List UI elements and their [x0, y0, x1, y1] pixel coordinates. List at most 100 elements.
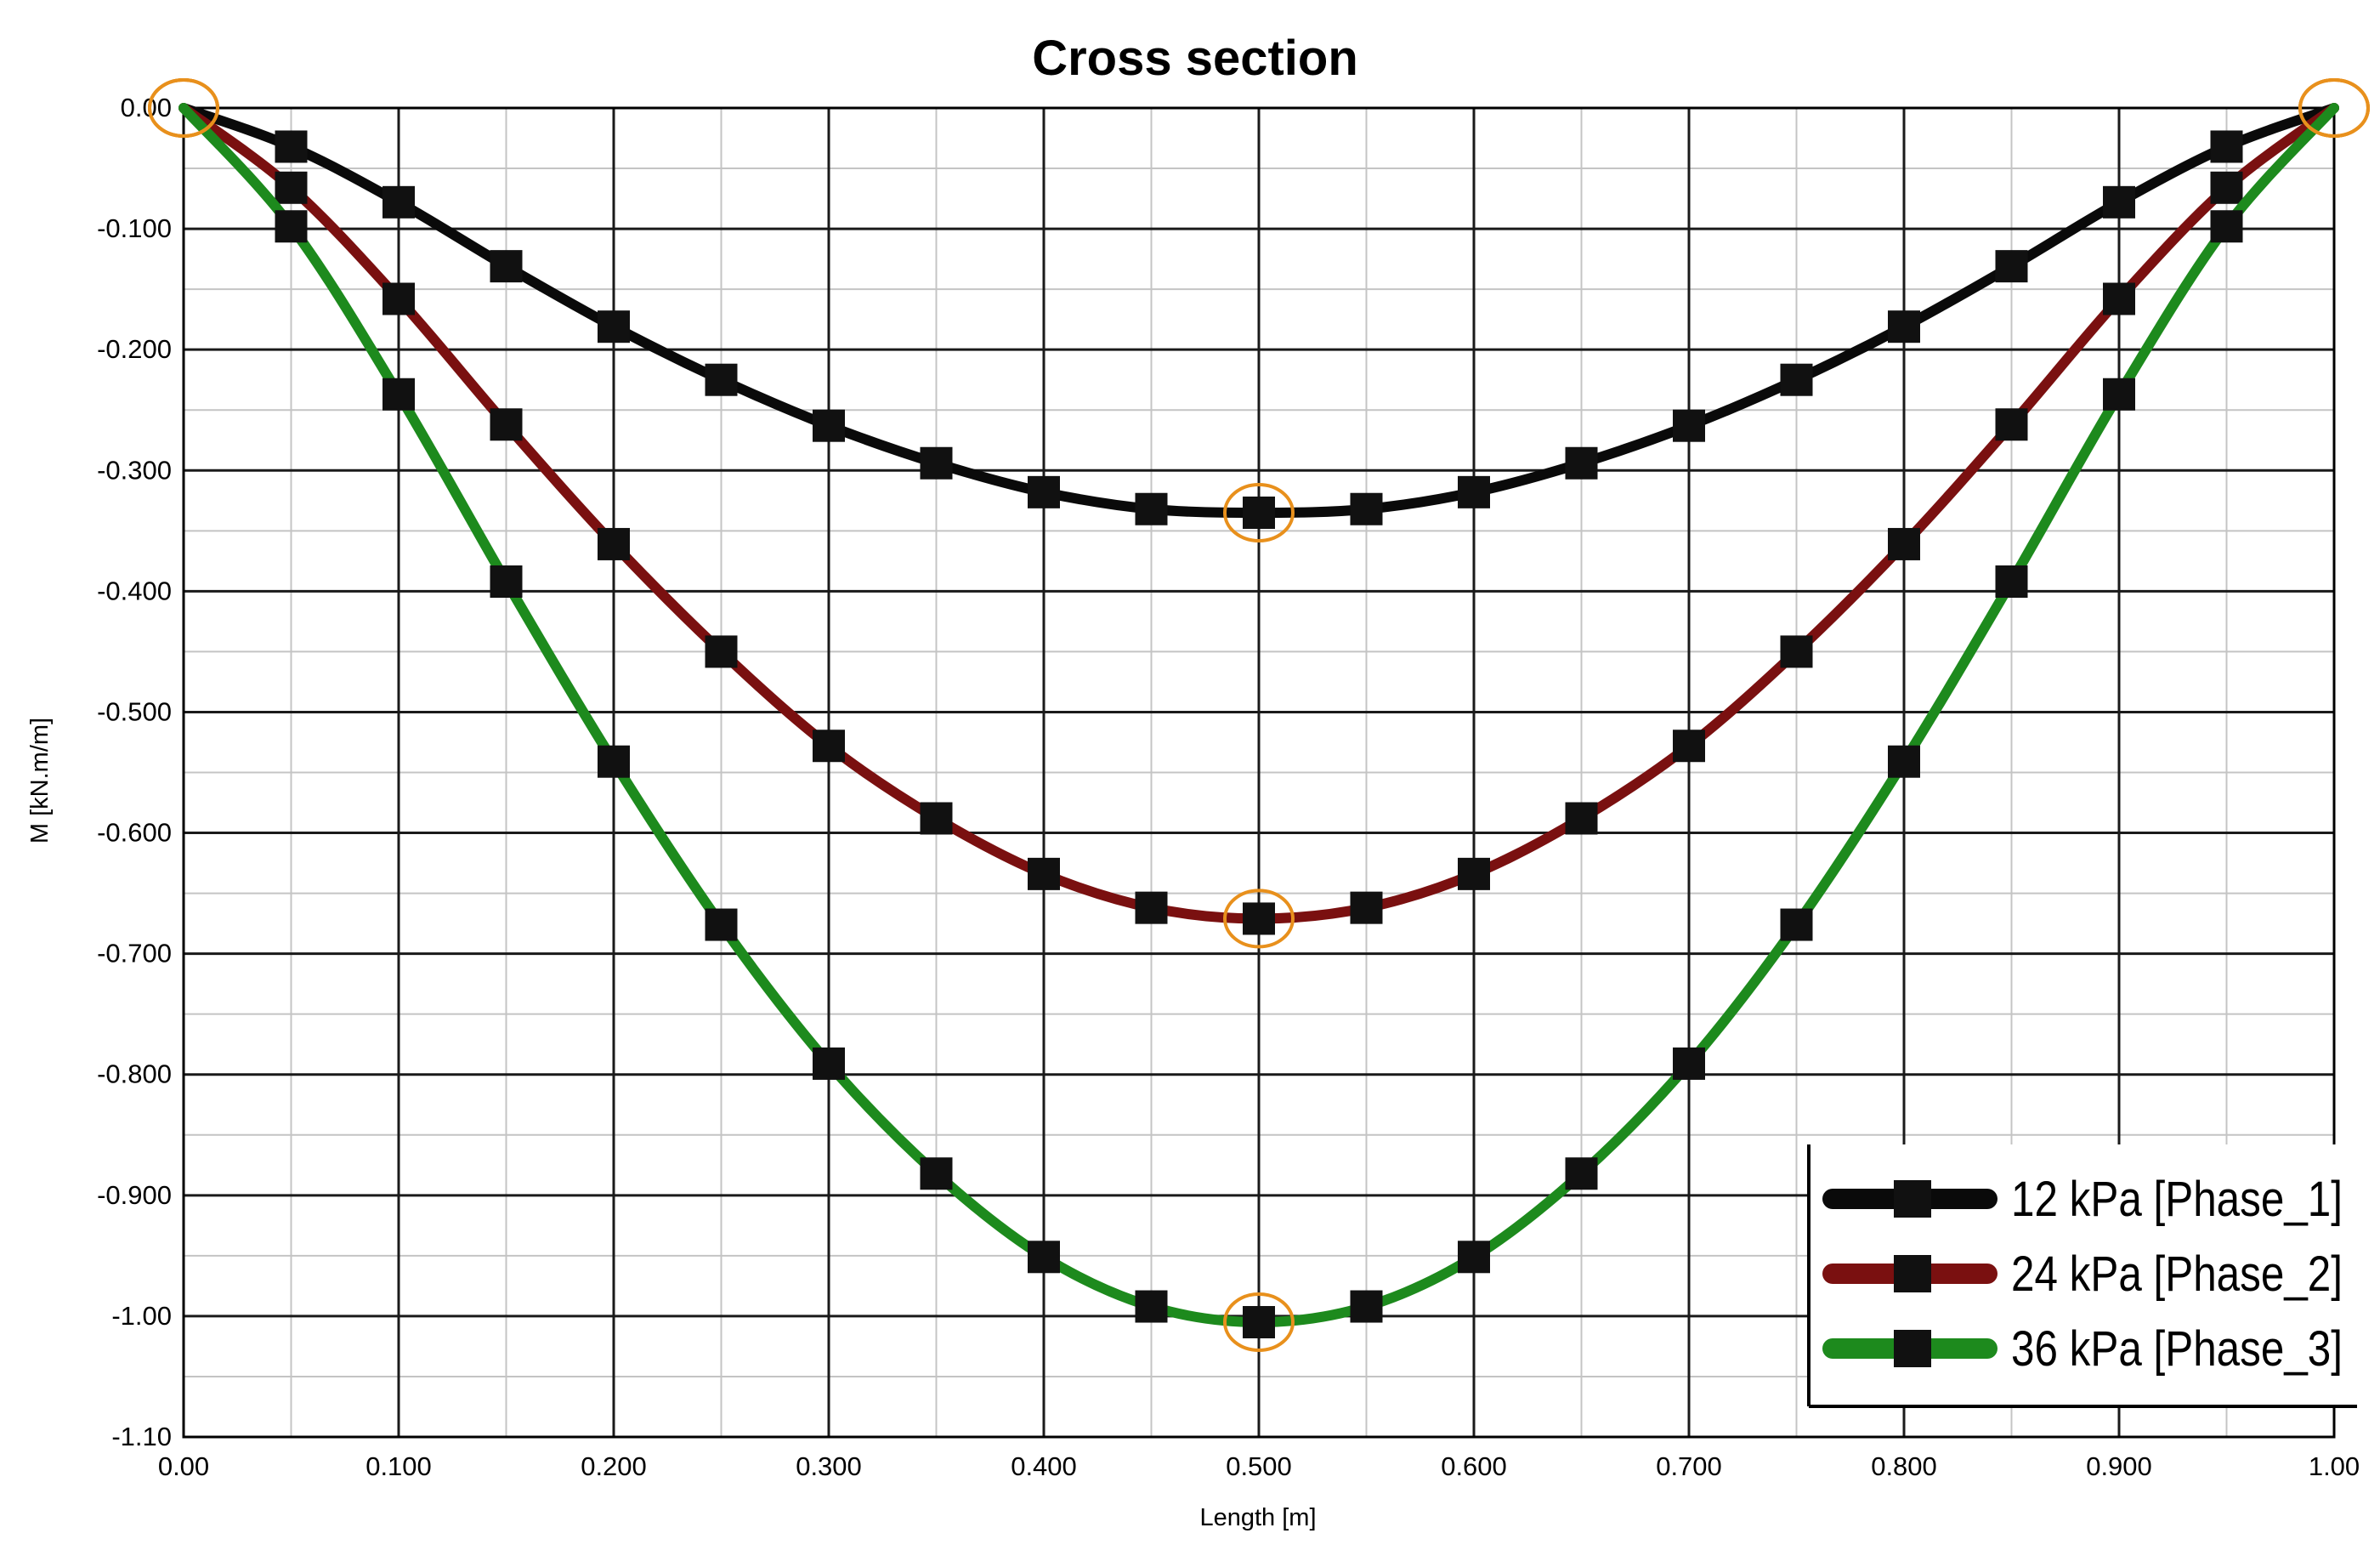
- data-point-marker: [1888, 527, 1920, 560]
- data-point-marker: [1350, 891, 1383, 924]
- data-point-marker: [705, 635, 738, 668]
- legend-swatch-marker: [1894, 1330, 1931, 1367]
- data-point-marker: [920, 802, 953, 835]
- data-point-marker: [920, 446, 953, 480]
- axis-ticks: 0.00 0.100 0.200 0.300 0.400 0.500 0.600 0.700 0…: [97, 93, 2360, 1481]
- x-tick-label: 1.00: [2309, 1451, 2360, 1481]
- data-point-marker: [1458, 1241, 1490, 1274]
- data-point-marker: [1780, 908, 1813, 941]
- series-1: [178, 103, 2339, 530]
- data-point-marker: [1135, 1290, 1168, 1323]
- x-tick-label: 0.700: [1656, 1451, 1722, 1481]
- highlight-ring: [1223, 1292, 1295, 1353]
- y-tick-label: 0.00: [121, 93, 172, 122]
- data-point-marker: [920, 1157, 953, 1190]
- data-point-marker: [1458, 857, 1490, 890]
- highlight-ring: [1223, 889, 1295, 949]
- data-point-marker: [2210, 210, 2243, 243]
- y-tick-label: -0.500: [97, 696, 172, 726]
- data-point-marker: [1458, 475, 1490, 508]
- x-tick-label: 0.00: [158, 1451, 209, 1481]
- y-tick-label: -1.00: [111, 1301, 172, 1331]
- data-point-marker: [1780, 635, 1813, 668]
- data-point-marker: [490, 408, 523, 441]
- series-layer: [178, 103, 2339, 1339]
- legend-item: 24 kPa [Phase_2]: [1822, 1247, 2343, 1302]
- data-point-marker: [1135, 891, 1168, 924]
- data-point-marker: [1565, 802, 1598, 835]
- data-point-marker: [2103, 185, 2135, 219]
- legend: 12 kPa [Phase_1] 24 kPa [Phase_2] 36 kPa […: [1807, 1144, 2357, 1408]
- data-point-marker: [1888, 310, 1920, 344]
- y-tick-label: -0.600: [97, 818, 172, 848]
- plot-frame: [182, 106, 2336, 1439]
- series-3: [178, 103, 2339, 1339]
- legend-item: 36 kPa [Phase_3]: [1822, 1321, 2343, 1377]
- data-point-marker: [598, 745, 630, 778]
- data-point-marker: [1995, 565, 2028, 598]
- legend-label: 36 kPa [Phase_3]: [2011, 1321, 2343, 1377]
- data-point-marker: [1565, 1157, 1598, 1190]
- x-tick-label: 0.300: [796, 1451, 862, 1481]
- y-tick-label: -0.700: [97, 939, 172, 968]
- legend-swatch-marker: [1894, 1255, 1931, 1292]
- x-tick-label: 0.800: [1871, 1451, 1937, 1481]
- data-point-marker: [490, 250, 523, 283]
- data-point-marker: [1028, 1241, 1060, 1274]
- legend-label: 24 kPa [Phase_2]: [2011, 1247, 2343, 1302]
- data-point-marker: [382, 378, 415, 411]
- x-tick-label: 0.600: [1441, 1451, 1507, 1481]
- legend-item: 12 kPa [Phase_1]: [1822, 1172, 2343, 1227]
- y-tick-label: -0.900: [97, 1180, 172, 1210]
- data-point-marker: [1565, 446, 1598, 480]
- legend-label: 12 kPa [Phase_1]: [2011, 1172, 2343, 1227]
- y-tick-label: -0.200: [97, 334, 172, 364]
- data-point-marker: [2103, 282, 2135, 315]
- highlight-ring: [148, 78, 219, 138]
- data-point-marker: [1135, 492, 1168, 525]
- series-2: [178, 103, 2339, 935]
- data-point-marker: [382, 282, 415, 315]
- x-tick-label: 0.500: [1226, 1451, 1292, 1481]
- data-point-marker: [1780, 363, 1813, 396]
- x-tick-label: 0.200: [581, 1451, 647, 1481]
- data-point-marker: [813, 730, 845, 763]
- x-tick-label: 0.400: [1011, 1451, 1077, 1481]
- y-tick-label: -0.800: [97, 1059, 172, 1089]
- legend-swatch-marker: [1894, 1180, 1931, 1218]
- data-point-marker: [1673, 730, 1705, 763]
- y-axis-label: M [kN.m/m]: [26, 718, 54, 843]
- data-point-marker: [1888, 745, 1920, 778]
- chart-title: Cross section: [1032, 31, 1358, 86]
- data-point-marker: [813, 1047, 845, 1080]
- highlight-ring: [2298, 78, 2370, 138]
- data-point-marker: [275, 130, 308, 163]
- x-tick-label: 0.900: [2086, 1451, 2152, 1481]
- data-point-marker: [1995, 250, 2028, 283]
- data-point-marker: [813, 409, 845, 442]
- data-point-marker: [1350, 492, 1383, 525]
- highlight-ring: [1223, 483, 1295, 543]
- data-point-marker: [2103, 378, 2135, 411]
- y-tick-label: -0.300: [97, 455, 172, 485]
- data-point-marker: [1028, 475, 1060, 508]
- data-point-marker: [1673, 1047, 1705, 1080]
- data-point-marker: [705, 363, 738, 396]
- data-point-marker: [275, 210, 308, 243]
- data-point-marker: [598, 310, 630, 344]
- y-tick-label: -0.100: [97, 213, 172, 243]
- data-point-marker: [1028, 857, 1060, 890]
- data-point-marker: [2210, 171, 2243, 204]
- data-point-marker: [598, 527, 630, 560]
- data-point-marker: [1673, 409, 1705, 442]
- data-point-marker: [382, 185, 415, 219]
- data-point-marker: [1995, 408, 2028, 441]
- data-point-marker: [1243, 497, 1275, 530]
- data-point-marker: [1350, 1290, 1383, 1323]
- highlight-layer: [148, 78, 2370, 1353]
- y-tick-label: -0.400: [97, 576, 172, 605]
- data-point-marker: [705, 908, 738, 941]
- data-point-marker: [490, 565, 523, 598]
- y-tick-label: -1.10: [111, 1422, 172, 1451]
- x-tick-label: 0.100: [366, 1451, 432, 1481]
